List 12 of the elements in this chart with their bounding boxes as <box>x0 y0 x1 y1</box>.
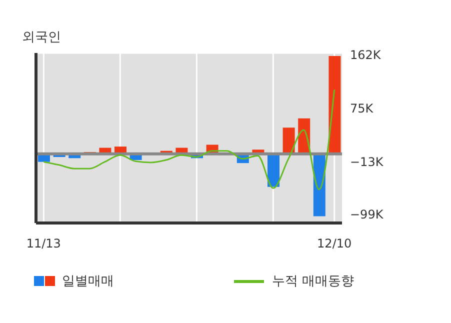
y-tick-label: 162K <box>350 48 382 62</box>
y-tick-label: 75K <box>350 101 374 116</box>
y-tick-label: −13K <box>350 155 384 170</box>
legend-label: 누적 매매동향 <box>272 273 354 290</box>
x-tick-label: 11/13 <box>26 236 61 251</box>
chart-title: 외국인 <box>22 29 61 46</box>
bar <box>282 128 295 154</box>
y-tick-label: −99K <box>350 208 384 222</box>
line-series <box>42 88 336 190</box>
bar <box>328 56 341 154</box>
legend-label: 일별매매 <box>62 273 114 290</box>
x-tick-label: 12/10 <box>317 236 352 251</box>
